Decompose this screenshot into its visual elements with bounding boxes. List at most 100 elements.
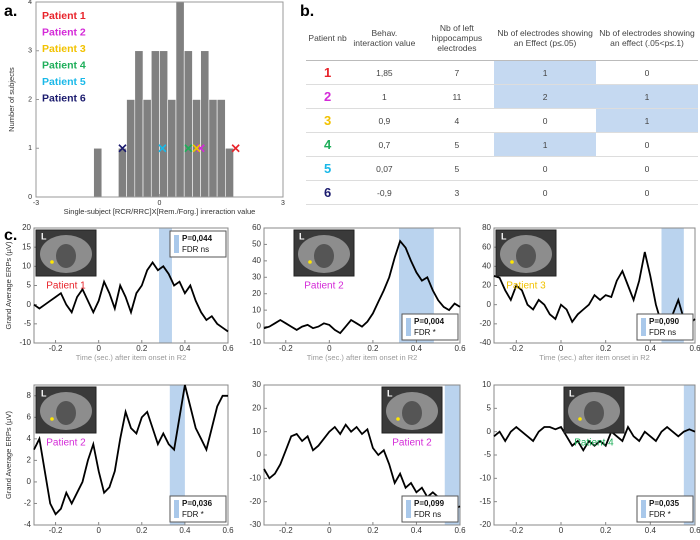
x-tick-label: 0 (158, 200, 162, 207)
y-tick-label: 0 (257, 450, 262, 459)
y-tick-label: 0 (28, 194, 32, 201)
y-tick-label: 40 (252, 256, 261, 265)
stat-swatch (406, 318, 411, 336)
inset-label: L (387, 388, 393, 398)
histogram-bar (118, 147, 127, 198)
x-tick-label: 0 (327, 344, 332, 353)
y-tick-label: -10 (249, 473, 261, 482)
x-tick-label: 0 (96, 344, 101, 353)
electrode-dot (510, 260, 514, 264)
table-cell: 5 (419, 132, 495, 157)
table-cell: 0 (596, 60, 698, 85)
y-tick-label: -10 (249, 338, 261, 347)
table-row: 1 1,85 7 1 0 (306, 60, 698, 85)
y-tick-label: 10 (252, 305, 261, 314)
patient-label: Patient 2 (304, 281, 344, 292)
table-cell: 0 (494, 108, 597, 133)
legend-entry: Patient 4 (42, 59, 86, 71)
stat-box (169, 230, 227, 258)
table-cell: 1 (596, 84, 698, 109)
y-axis-label: Grand Average ERPs (µV) (4, 241, 13, 329)
table-cell: 0 (596, 132, 698, 157)
table-cell: 0 (596, 156, 698, 181)
histogram-bar (126, 99, 136, 198)
x-tick-label: 0.4 (645, 526, 657, 535)
erp-line (493, 424, 696, 453)
stat-box (636, 313, 694, 341)
y-tick-label: 4 (27, 434, 32, 443)
histogram-bar (134, 50, 144, 198)
table-row: 5 0,07 5 0 0 (306, 156, 698, 181)
table-cell: 11 (419, 84, 495, 109)
p-value: P=0,099 (414, 499, 445, 508)
table-cell: 1,85 (349, 60, 420, 85)
x-tick-label: 0.4 (645, 344, 657, 353)
fdr-label: FDR * (182, 510, 204, 519)
y-tick-label: 5 (27, 281, 32, 290)
y-tick-label: -10 (479, 473, 491, 482)
brain-shape (584, 401, 604, 425)
y-tick-label: 60 (252, 223, 261, 232)
y-tick-label: -5 (24, 319, 32, 328)
y-tick-label: 6 (27, 412, 32, 421)
legend-entry: Patient 2 (42, 26, 86, 38)
y-tick-label: 10 (252, 427, 261, 436)
x-tick-label: 3 (281, 200, 285, 207)
table-cell: 3 (419, 180, 495, 205)
x-tick-label: -0.2 (279, 526, 293, 535)
x-tick-label: 0 (96, 526, 101, 535)
x-tick-label: -0.2 (49, 526, 63, 535)
x-tick-label: 0.6 (222, 526, 234, 535)
legend-entry: Patient 1 (42, 10, 86, 22)
x-tick-label: -0.2 (509, 526, 523, 535)
brain-shape (402, 401, 422, 425)
column-header: Nb of electrodes showing an Effect (p≤.0… (494, 16, 597, 61)
panel-label: b. (300, 3, 314, 20)
table-cell: 1 (494, 60, 597, 85)
histogram-bar (142, 99, 152, 198)
plot-frame (263, 227, 461, 344)
y-tick-label: 0 (27, 477, 32, 486)
y-tick-label: 30 (252, 380, 261, 389)
histogram-bar (150, 50, 160, 198)
electrode-dot (308, 260, 312, 264)
column-header: Patient nb (306, 16, 350, 61)
x-tick-label: 0 (559, 344, 564, 353)
y-axis-label: Grand Average ERPs (µV) (4, 411, 13, 499)
legend-entry: Patient 5 (42, 76, 86, 88)
y-tick-label: 5 (487, 403, 492, 412)
erp-line (33, 260, 229, 333)
x-tick-label: 0.6 (689, 344, 700, 353)
y-tick-label: 20 (252, 289, 261, 298)
inset-label: L (299, 231, 305, 241)
histogram-bar (175, 1, 185, 198)
y-tick-label: 4 (28, 0, 32, 6)
data-table: Patient nb Behav. interaction value Nb of … (306, 16, 698, 205)
table-cell: -0,9 (349, 180, 420, 205)
p-value: P=0,035 (649, 499, 680, 508)
stat-box (401, 495, 459, 523)
brain-shape (314, 244, 334, 268)
y-tick-label: 0 (487, 300, 492, 309)
x-tick-label: -0.2 (509, 344, 523, 353)
table-cell: 2 (494, 84, 597, 109)
x-tick-label: 0 (559, 526, 564, 535)
significance-window (169, 385, 185, 525)
stat-box (636, 495, 694, 523)
x-tick-label: 0.4 (411, 526, 423, 535)
x-tick-label: 0.2 (600, 526, 612, 535)
x-tick-label: -0.2 (279, 344, 293, 353)
inset-label: L (569, 388, 575, 398)
legend-entry: Patient 6 (42, 92, 86, 104)
p-value: P=0,044 (182, 234, 213, 243)
y-tick-label: -20 (479, 520, 491, 529)
x-tick-label: 0.4 (179, 344, 191, 353)
y-tick-label: -4 (24, 520, 32, 529)
y-tick-label: -15 (479, 497, 491, 506)
patient-number: 6 (306, 180, 350, 205)
fdr-label: FDR ns (649, 328, 676, 337)
y-tick-label: 20 (482, 281, 491, 290)
histogram-bar (208, 99, 218, 198)
